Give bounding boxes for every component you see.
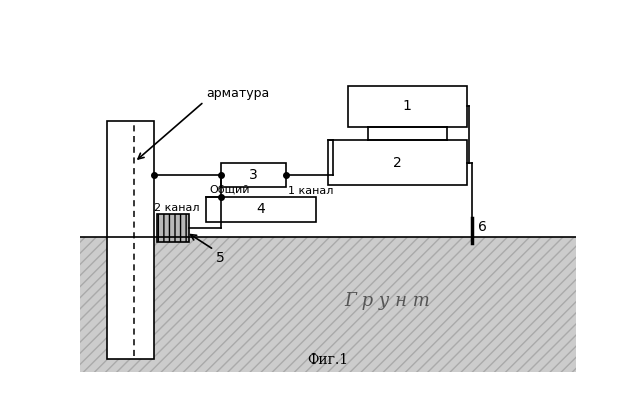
Text: Г р у н т: Г р у н т xyxy=(344,292,431,310)
Bar xyxy=(221,163,286,187)
Bar xyxy=(348,86,467,127)
Text: 3: 3 xyxy=(249,168,258,182)
Bar xyxy=(207,196,316,222)
Bar xyxy=(80,237,576,372)
Text: 4: 4 xyxy=(257,202,266,217)
Text: 5: 5 xyxy=(216,251,225,265)
Text: 6: 6 xyxy=(478,220,486,234)
Text: 1 канал: 1 канал xyxy=(288,186,333,196)
Bar xyxy=(328,140,467,185)
Text: 2 канал: 2 канал xyxy=(154,203,200,213)
Text: Общий: Общий xyxy=(209,185,250,195)
Bar xyxy=(157,214,189,242)
Text: 2: 2 xyxy=(393,156,402,170)
Text: 1: 1 xyxy=(403,99,412,113)
Text: Фиг.1: Фиг.1 xyxy=(307,353,349,367)
Bar xyxy=(108,121,154,359)
Text: арматура: арматура xyxy=(207,87,269,100)
